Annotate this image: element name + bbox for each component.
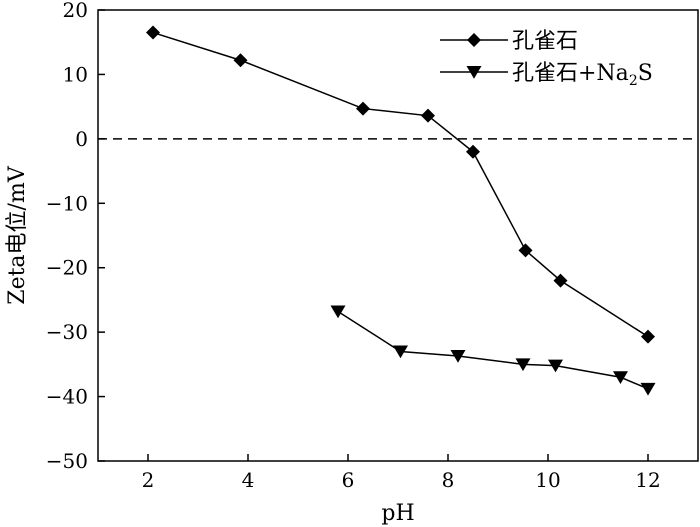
- y-tick-label: 20: [63, 0, 88, 22]
- x-tick-label: 2: [142, 468, 155, 492]
- y-tick-label: 10: [63, 62, 88, 86]
- legend-marker-triangle-down-icon: [466, 66, 482, 79]
- y-axis-ticks: 20 10 0 −10 −20 −30 −40 −50: [46, 0, 105, 473]
- legend-label-base: 孔雀石+Na: [512, 61, 629, 86]
- y-tick-label: −30: [46, 320, 88, 344]
- data-point-diamond: [421, 108, 435, 123]
- series-line-1: [337, 310, 649, 390]
- x-tick-label: 8: [442, 468, 455, 492]
- x-tick-label: 12: [635, 468, 660, 492]
- y-tick-label: −20: [46, 256, 88, 280]
- y-axis-label: Zeta电位/mV: [5, 165, 30, 305]
- series-layer: [146, 25, 656, 396]
- legend-label-malachite: 孔雀石: [512, 29, 578, 54]
- y-tick-label: −10: [46, 191, 88, 215]
- y-tick-label: 0: [75, 127, 88, 151]
- legend-label-malachite-na2s: 孔雀石+Na2S: [512, 61, 653, 89]
- data-point-diamond: [466, 144, 480, 159]
- x-tick-label: 4: [242, 468, 255, 492]
- x-axis-label: pH: [381, 501, 414, 526]
- x-axis-ticks: 2 4 6 8 10 12: [142, 454, 661, 492]
- data-point-diamond: [553, 273, 568, 288]
- plot-area: 20 10 0 −10 −20 −30 −40 −50 2 4 6 8 10 12: [46, 0, 699, 492]
- data-point-triangle-down: [548, 359, 563, 373]
- x-tick-label: 6: [342, 468, 355, 492]
- data-point-triangle-down: [393, 345, 408, 359]
- data-point-triangle-down: [450, 349, 466, 363]
- data-point-diamond: [146, 25, 160, 40]
- data-point-triangle-down: [613, 371, 628, 384]
- legend-marker-diamond-icon: [467, 33, 481, 47]
- data-point-diamond: [356, 101, 370, 116]
- legend-label-tail: S: [638, 61, 653, 86]
- plot-frame: [97, 9, 699, 462]
- data-point-triangle-down: [515, 358, 531, 372]
- y-tick-label: −50: [46, 449, 88, 473]
- data-point-diamond: [233, 53, 248, 68]
- legend-label-subscript: 2: [629, 73, 638, 89]
- data-point-diamond: [518, 243, 533, 258]
- data-point-triangle-down: [330, 305, 346, 319]
- data-point-diamond: [641, 329, 655, 344]
- series-line-0: [152, 31, 649, 338]
- data-point-triangle-down: [640, 382, 656, 396]
- legend: 孔雀石 孔雀石+Na2S: [440, 29, 653, 89]
- y-tick-label: −40: [46, 385, 88, 409]
- x-tick-label: 10: [535, 468, 560, 492]
